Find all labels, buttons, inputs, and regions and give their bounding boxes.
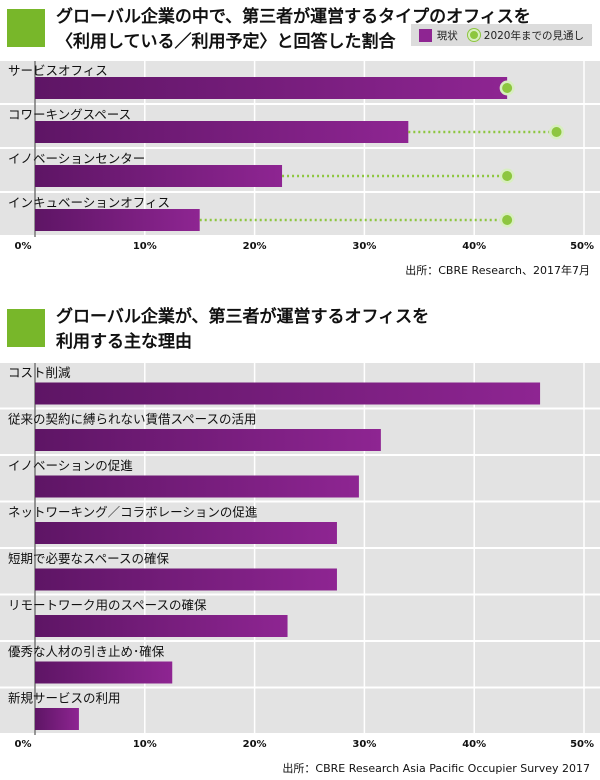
x-tick-label: 30% <box>352 241 376 252</box>
bar <box>35 475 359 498</box>
bar <box>35 382 541 405</box>
legend-label-forecast: 2020年までの見通し <box>483 29 584 42</box>
bar <box>35 121 409 143</box>
legend-marker-forecast <box>467 29 480 41</box>
category-label: コワーキングスペース <box>8 107 131 122</box>
x-tick-label: 20% <box>243 739 267 750</box>
chart-plot-reasons: コスト削減従来の契約に縛られない賃借スペースの活用イノベーションの促進ネットワー… <box>0 363 600 750</box>
category-label: インキュベーションオフィス <box>8 195 170 210</box>
category-label: コスト削減 <box>8 365 71 380</box>
category-label: ネットワーキング／コラボレーションの促進 <box>8 505 258 520</box>
chart-plot-office-usage: サービスオフィスコワーキングスペースイノベーションセンターインキュベーションオフ… <box>0 61 600 252</box>
bar <box>35 77 508 99</box>
category-label: イノベーションセンター <box>8 151 145 166</box>
forecast-marker <box>551 127 562 137</box>
x-tick-label: 50% <box>570 739 594 750</box>
bar <box>35 522 337 544</box>
forecast-marker <box>502 215 513 225</box>
category-label: 従来の契約に縛られない賃借スペースの活用 <box>8 412 257 427</box>
category-label: 新規サービスの利用 <box>8 691 121 706</box>
x-tick-label: 40% <box>462 241 486 252</box>
x-tick-label: 40% <box>462 739 486 750</box>
category-label: リモートワーク用のスペースの確保 <box>8 598 207 613</box>
x-tick-label: 0% <box>15 241 32 252</box>
x-tick-label: 10% <box>133 241 157 252</box>
x-tick-label: 30% <box>352 739 376 750</box>
x-tick-label: 0% <box>15 739 32 750</box>
category-label: サービスオフィス <box>8 63 108 78</box>
bar <box>35 615 288 637</box>
bar <box>35 165 283 187</box>
bar <box>35 209 200 231</box>
bar <box>35 661 173 684</box>
category-label: 優秀な人材の引き止め･確保 <box>8 644 165 659</box>
header-accent-square <box>7 309 45 347</box>
chart-source: 出所：CBRE Research、2017年7月 <box>405 264 590 277</box>
category-label: イノベーションの促進 <box>8 458 133 473</box>
category-label: 短期で必要なスペースの確保 <box>8 551 170 566</box>
bar <box>35 708 79 730</box>
x-tick-label: 10% <box>133 739 157 750</box>
header-accent-square <box>7 9 45 47</box>
row-band <box>0 688 600 733</box>
x-tick-label: 20% <box>243 241 267 252</box>
bar <box>35 429 381 451</box>
chart-title-line-2: 利用する主な理由 <box>56 332 192 352</box>
chart-title-line-1: グローバル企業が、第三者が運営するオフィスを <box>56 307 430 327</box>
chart-title-line-2: 〈利用している／利用予定〉と回答した割合 <box>56 32 396 52</box>
chart-panel-reasons: グローバル企業が、第三者が運営するオフィスを 利用する主な理由 コスト削減従来の… <box>0 300 600 780</box>
forecast-marker <box>502 83 513 93</box>
legend-swatch-current <box>418 28 432 42</box>
chart-legend: 現状 2020年までの見通し <box>410 24 592 46</box>
chart-title-line-1: グローバル企業の中で、第三者が運営するタイプのオフィスを <box>56 7 531 27</box>
x-tick-label: 50% <box>570 241 594 252</box>
bar <box>35 568 337 591</box>
chart-panel-office-usage: グローバル企業の中で、第三者が運営するタイプのオフィスを 〈利用している／利用予… <box>0 0 600 290</box>
legend-label-current: 現状 <box>436 29 458 42</box>
forecast-marker <box>502 171 513 181</box>
chart-source: 出所：CBRE Research Asia Pacific Occupier S… <box>282 762 590 775</box>
